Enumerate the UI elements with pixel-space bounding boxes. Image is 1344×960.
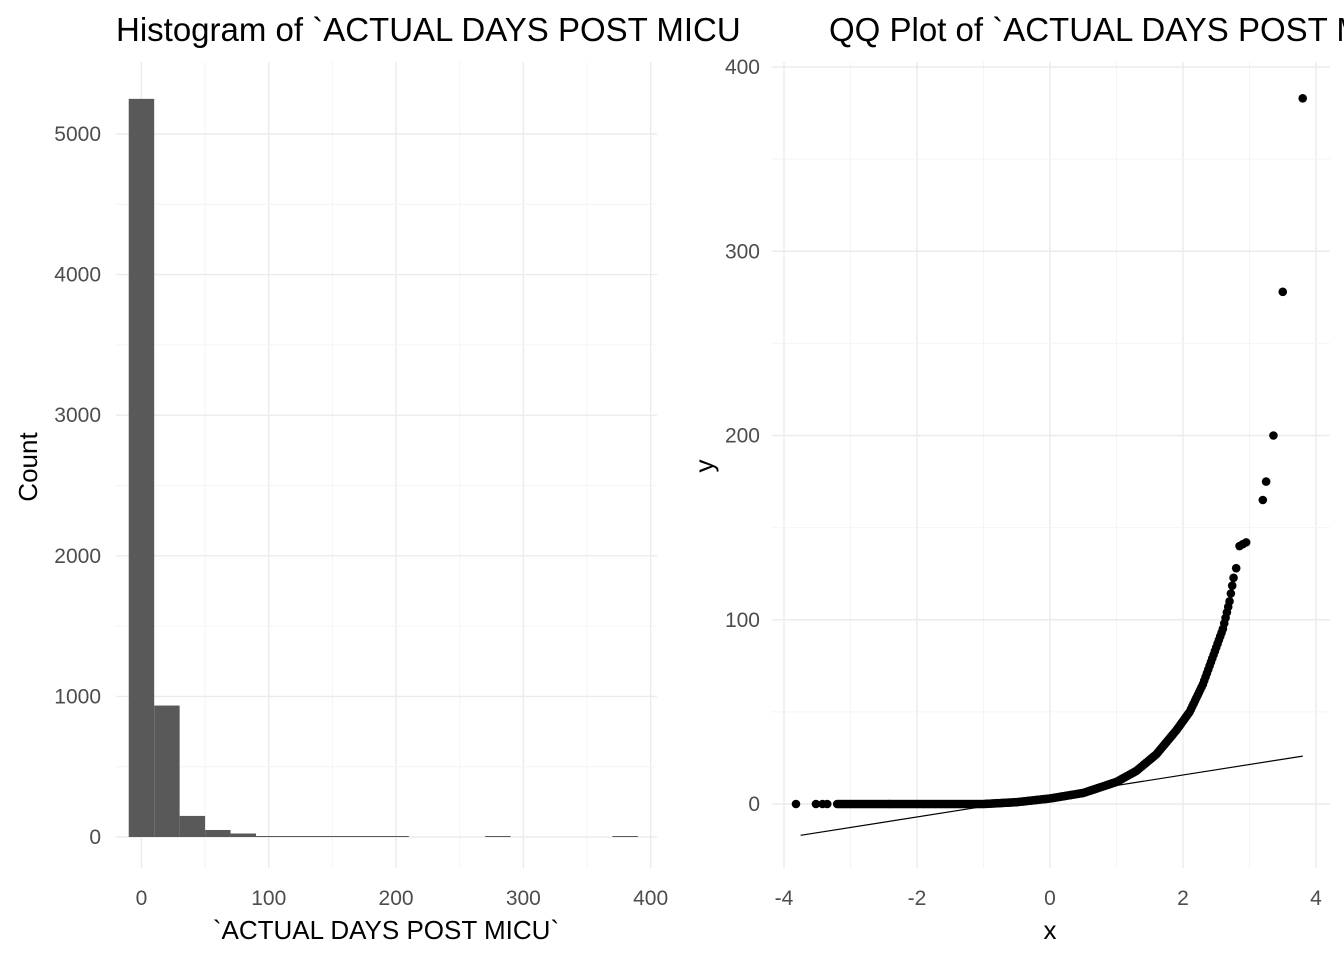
histogram-x-tick-label: 400 [633, 887, 668, 910]
histogram-y-tick-label: 4000 [54, 264, 101, 287]
qq-point [1231, 563, 1241, 573]
histogram-bar [485, 836, 511, 837]
qq-y-tick-label: 100 [725, 609, 760, 632]
histogram-bar [256, 836, 282, 837]
histogram-bar [205, 829, 231, 837]
qq-plot-points [791, 94, 1307, 836]
qq-x-tick-label: -2 [908, 887, 927, 910]
qq-plot-panel: -4 -2 0 2 4 0 100 200 300 400 x y [689, 56, 1330, 945]
qq-point [1227, 581, 1237, 590]
qq-x-tick-label: 0 [1044, 887, 1056, 910]
histogram-x-tick-label: 0 [136, 887, 148, 910]
qq-y-tick-label: 0 [748, 793, 760, 816]
histogram-bar [357, 836, 384, 837]
histogram-title: Histogram of `ACTUAL DAYS POST MICU [116, 11, 741, 48]
histogram-y-tick-label: 1000 [54, 685, 101, 708]
qq-y-tick-label: 200 [725, 425, 760, 448]
histogram-bar [230, 833, 257, 837]
histogram-bar [383, 836, 409, 837]
qq-point [822, 799, 832, 809]
qq-plot-grid [772, 62, 1330, 868]
qq-plot-tick-labels: -4 -2 0 2 4 0 100 200 300 400 [725, 56, 1322, 910]
histogram-grid [116, 62, 657, 868]
histogram-bar [281, 836, 307, 837]
qq-plot-title: QQ Plot of `ACTUAL DAYS POST MICU [829, 11, 1344, 48]
qq-x-tick-label: -4 [775, 887, 794, 910]
histogram-y-tick-label: 2000 [54, 545, 101, 568]
histogram-y-tick-label: 3000 [54, 404, 101, 427]
qq-point [1258, 495, 1268, 505]
qq-point [1298, 94, 1307, 103]
qq-y-tick-label: 400 [725, 56, 760, 79]
histogram-y-tick-label: 5000 [54, 123, 101, 146]
qq-y-axis-title: y [689, 460, 719, 473]
qq-point [811, 799, 821, 809]
qq-x-axis-title: x [1044, 915, 1057, 945]
qq-point [791, 799, 801, 809]
histogram-bar [612, 836, 638, 837]
qq-point [1261, 477, 1271, 486]
qq-point [1226, 589, 1236, 598]
qq-x-tick-label: 2 [1177, 887, 1189, 910]
qq-y-tick-label: 300 [725, 240, 760, 263]
qq-point [1278, 287, 1288, 297]
histogram-y-axis-title: Count [13, 432, 43, 502]
qq-point [1225, 597, 1234, 606]
histogram-x-tick-label: 300 [506, 887, 541, 910]
qq-point [1241, 538, 1251, 547]
qq-reference-line [800, 755, 1303, 836]
histogram-x-tick-label: 100 [251, 887, 286, 910]
histogram-bar [306, 836, 333, 837]
histogram-bar [179, 815, 206, 837]
histogram-bar [154, 705, 180, 837]
histogram-bars [128, 98, 638, 838]
qq-point [1269, 431, 1278, 440]
qq-x-tick-label: 4 [1310, 887, 1322, 910]
qq-point [1229, 573, 1238, 583]
histogram-bar [128, 98, 155, 838]
histogram-bar [332, 836, 358, 837]
histogram-x-axis-title: `ACTUAL DAYS POST MICU` [213, 915, 559, 945]
histogram-x-tick-label: 200 [379, 887, 414, 910]
histogram-y-tick-label: 0 [89, 826, 101, 849]
